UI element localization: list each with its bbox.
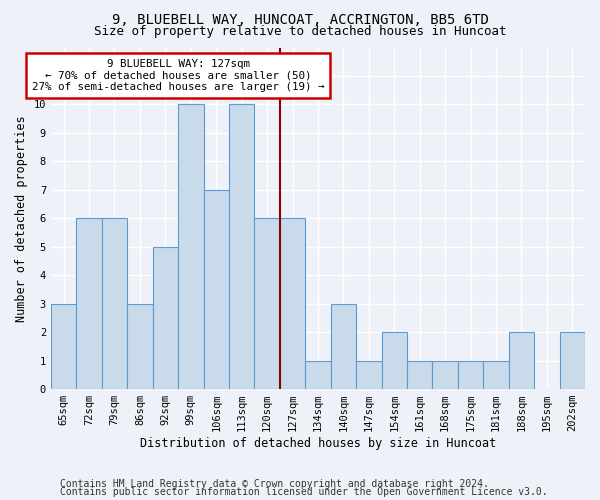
Y-axis label: Number of detached properties: Number of detached properties xyxy=(15,115,28,322)
Bar xyxy=(382,332,407,389)
Bar xyxy=(229,104,254,389)
Bar xyxy=(509,332,534,389)
Bar xyxy=(356,360,382,389)
Bar xyxy=(458,360,483,389)
Text: Contains HM Land Registry data © Crown copyright and database right 2024.: Contains HM Land Registry data © Crown c… xyxy=(60,479,489,489)
Bar xyxy=(560,332,585,389)
Bar xyxy=(127,304,152,389)
Bar xyxy=(483,360,509,389)
Bar xyxy=(152,247,178,389)
Text: Size of property relative to detached houses in Huncoat: Size of property relative to detached ho… xyxy=(94,25,506,38)
Bar xyxy=(305,360,331,389)
X-axis label: Distribution of detached houses by size in Huncoat: Distribution of detached houses by size … xyxy=(140,437,496,450)
Bar xyxy=(254,218,280,389)
Bar xyxy=(407,360,433,389)
Bar xyxy=(102,218,127,389)
Bar xyxy=(178,104,203,389)
Bar xyxy=(433,360,458,389)
Bar xyxy=(51,304,76,389)
Bar xyxy=(203,190,229,389)
Text: Contains public sector information licensed under the Open Government Licence v3: Contains public sector information licen… xyxy=(60,487,548,497)
Bar xyxy=(331,304,356,389)
Text: 9, BLUEBELL WAY, HUNCOAT, ACCRINGTON, BB5 6TD: 9, BLUEBELL WAY, HUNCOAT, ACCRINGTON, BB… xyxy=(112,12,488,26)
Bar xyxy=(280,218,305,389)
Text: 9 BLUEBELL WAY: 127sqm
← 70% of detached houses are smaller (50)
27% of semi-det: 9 BLUEBELL WAY: 127sqm ← 70% of detached… xyxy=(32,59,325,92)
Bar xyxy=(76,218,102,389)
